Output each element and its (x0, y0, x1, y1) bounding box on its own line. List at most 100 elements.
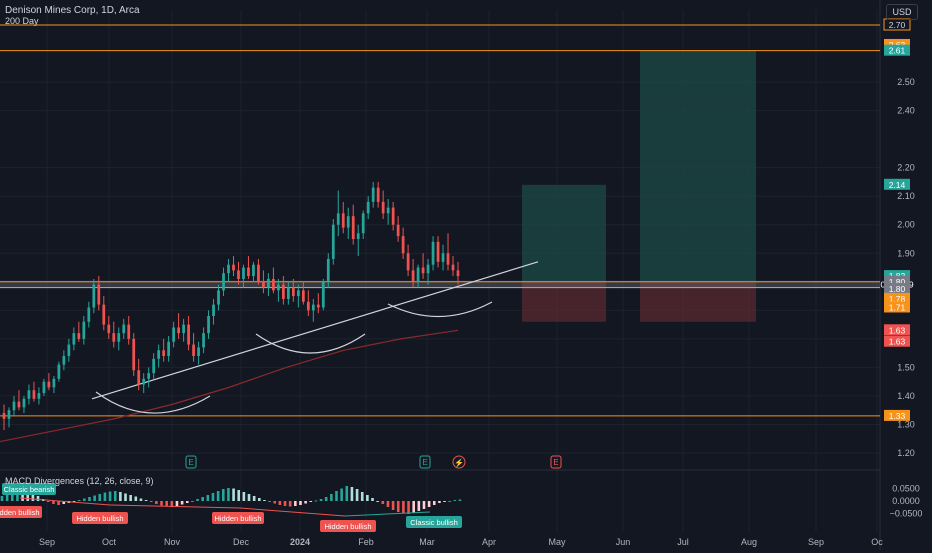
candle-body[interactable] (401, 236, 405, 254)
candle-body[interactable] (87, 307, 91, 322)
candle-body[interactable] (361, 213, 365, 234)
candle-body[interactable] (272, 278, 275, 291)
candle-body[interactable] (396, 224, 400, 237)
candle-body[interactable] (12, 401, 16, 411)
candle-body[interactable] (426, 264, 430, 274)
candle-body[interactable] (446, 253, 450, 265)
candle-body[interactable] (22, 398, 26, 408)
divergence-label-bg[interactable] (212, 512, 264, 524)
arc-drawing[interactable] (387, 301, 493, 318)
candle-body[interactable] (391, 207, 395, 225)
candle-body[interactable] (42, 381, 46, 394)
candle-body[interactable] (37, 393, 41, 399)
candle-body[interactable] (187, 324, 190, 345)
candle-body[interactable] (107, 324, 111, 334)
candle-body[interactable] (242, 267, 245, 279)
candle-body[interactable] (202, 333, 205, 348)
candle-body[interactable] (67, 344, 71, 356)
earnings-event-icon[interactable] (185, 455, 197, 469)
candle-body[interactable] (301, 290, 305, 302)
candle-body[interactable] (157, 350, 161, 359)
candle-body[interactable] (197, 347, 200, 356)
candle-body[interactable] (192, 344, 195, 356)
candle-body[interactable] (287, 287, 290, 299)
candle-body[interactable] (62, 355, 66, 365)
candle-body[interactable] (331, 224, 335, 259)
candle-body[interactable] (376, 187, 380, 202)
divergence-label-bg[interactable] (72, 512, 128, 524)
candle-body[interactable] (456, 270, 460, 277)
candle-body[interactable] (52, 378, 56, 388)
candle-body[interactable] (326, 258, 330, 282)
candle-body[interactable] (411, 270, 415, 282)
candle-body[interactable] (311, 304, 315, 311)
candle-body[interactable] (132, 338, 136, 371)
candle-body[interactable] (7, 410, 11, 419)
divergence-label[interactable]: Hidden bullish (214, 514, 261, 523)
target-zone[interactable] (640, 50, 756, 282)
candle-body[interactable] (262, 281, 265, 288)
candle-body[interactable] (2, 413, 6, 419)
candle-body[interactable] (82, 321, 86, 339)
candle-body[interactable] (227, 264, 230, 274)
divergence-label-bg[interactable] (2, 483, 56, 495)
candle-body[interactable] (212, 304, 215, 317)
candle-body[interactable] (321, 281, 325, 308)
macd-legend[interactable]: MACD Divergences (12, 26, close, 9) (5, 476, 154, 486)
divergence-label[interactable]: Hidden bullish (76, 514, 123, 523)
split-event-icon[interactable] (452, 455, 466, 469)
candle-body[interactable] (92, 284, 96, 308)
candle-body[interactable] (237, 270, 240, 279)
arc-drawing[interactable] (255, 333, 366, 354)
divergence-label[interactable]: Classic bearish (4, 485, 55, 494)
candle-body[interactable] (77, 333, 81, 339)
support-band[interactable] (0, 280, 880, 289)
candle-body[interactable] (421, 267, 425, 274)
candle-body[interactable] (371, 187, 375, 202)
earnings-event-icon[interactable] (419, 455, 431, 469)
candle-body[interactable] (316, 304, 320, 308)
target-zone[interactable] (522, 184, 606, 282)
candle-body[interactable] (381, 201, 385, 214)
candle-body[interactable] (207, 316, 210, 334)
candle-body[interactable] (257, 264, 260, 282)
candle-body[interactable] (291, 287, 295, 297)
candle-body[interactable] (336, 213, 340, 225)
candle-body[interactable] (182, 324, 185, 334)
candle-body[interactable] (346, 216, 350, 228)
candle-body[interactable] (296, 290, 300, 297)
arc-drawing[interactable] (95, 391, 211, 414)
candle-body[interactable] (167, 341, 171, 356)
candle-body[interactable] (416, 267, 420, 282)
candle-body[interactable] (306, 301, 310, 311)
candle-body[interactable] (351, 216, 355, 239)
candle-body[interactable] (356, 233, 360, 239)
candle-body[interactable] (451, 264, 455, 271)
trend-line[interactable] (91, 261, 539, 400)
candle-body[interactable] (57, 364, 61, 379)
divergence-label-bg[interactable] (320, 520, 376, 532)
candle-body[interactable] (152, 358, 156, 374)
candle-body[interactable] (72, 333, 76, 345)
candle-body[interactable] (386, 207, 390, 214)
divergence-label-bg[interactable] (0, 506, 42, 518)
candle-body[interactable] (247, 267, 250, 277)
candle-body[interactable] (147, 373, 151, 379)
divergence-label[interactable]: Classic bullish (410, 518, 458, 527)
candle-body[interactable] (112, 333, 116, 342)
candle-body[interactable] (162, 350, 166, 356)
divergence-label-bg[interactable] (406, 516, 462, 528)
stop-zone[interactable] (522, 281, 606, 322)
candle-body[interactable] (217, 290, 220, 305)
indicator-legend[interactable]: 200 Day (5, 16, 39, 26)
candle-body[interactable] (267, 278, 270, 288)
candle-body[interactable] (32, 390, 36, 399)
candle-body[interactable] (17, 401, 21, 408)
earnings-event-icon[interactable] (550, 455, 562, 469)
candle-body[interactable] (127, 324, 131, 339)
candle-body[interactable] (27, 390, 31, 399)
candle-body[interactable] (282, 284, 285, 299)
candle-body[interactable] (431, 241, 435, 265)
candle-body[interactable] (172, 327, 175, 342)
